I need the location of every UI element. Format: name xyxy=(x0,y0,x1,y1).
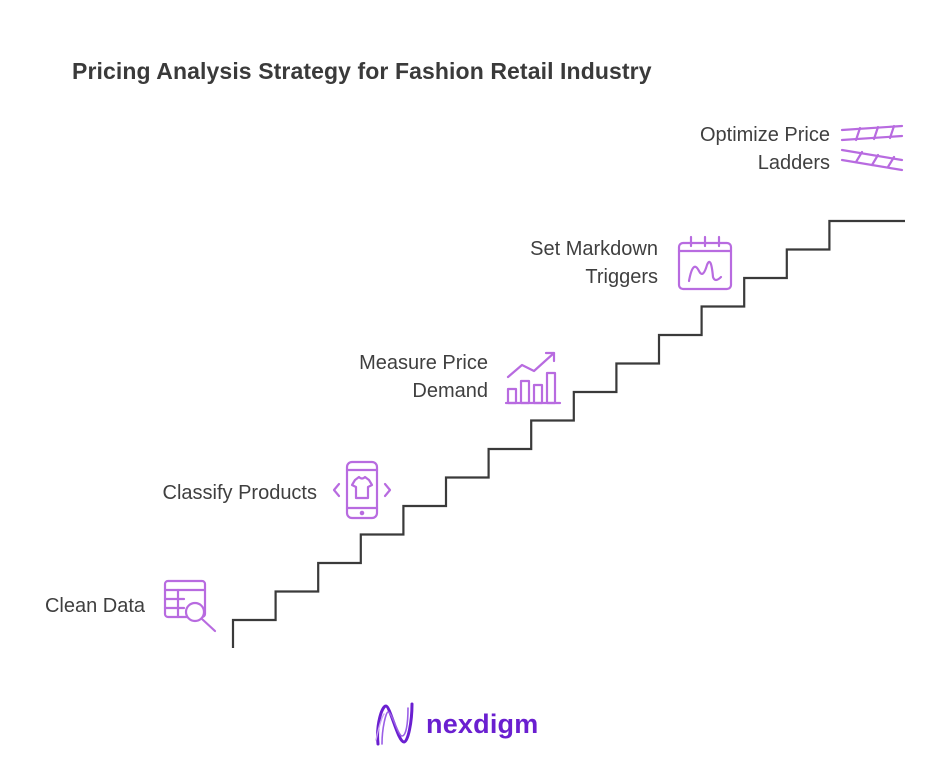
step-label-line: Demand xyxy=(412,380,488,402)
nexdigm-logo-icon xyxy=(375,702,414,746)
ladder-icon xyxy=(840,124,904,172)
brand-name: nexdigm xyxy=(426,708,539,739)
staircase-line xyxy=(231,219,905,648)
step-label-line: Classify Products xyxy=(162,482,318,504)
step-classify-products: Classify Products xyxy=(163,479,318,507)
step-label-line: Ladders xyxy=(757,152,830,174)
table-search-icon xyxy=(163,579,217,633)
brand: nexdigm xyxy=(372,700,538,748)
step-label-line: Clean Data xyxy=(44,595,145,617)
page-title: Pricing Analysis Strategy for Fashion Re… xyxy=(72,58,652,84)
step-label-line: Triggers xyxy=(585,266,658,288)
calendar-signature-icon xyxy=(677,235,733,291)
step-set-markdown-triggers: Set Markdown Triggers xyxy=(530,235,658,291)
step-optimize-price-ladders: Optimize Price Ladders xyxy=(700,121,830,177)
step-measure-price-demand: Measure Price Demand xyxy=(359,349,488,405)
step-label-line: Measure Price xyxy=(359,352,488,374)
step-label-line: Optimize Price xyxy=(699,124,830,146)
phone-shirt-icon xyxy=(332,460,392,520)
step-label-line: Set Markdown xyxy=(530,238,658,260)
bar-chart-trend-icon xyxy=(504,351,562,405)
step-clean-data: Clean Data xyxy=(45,592,145,620)
